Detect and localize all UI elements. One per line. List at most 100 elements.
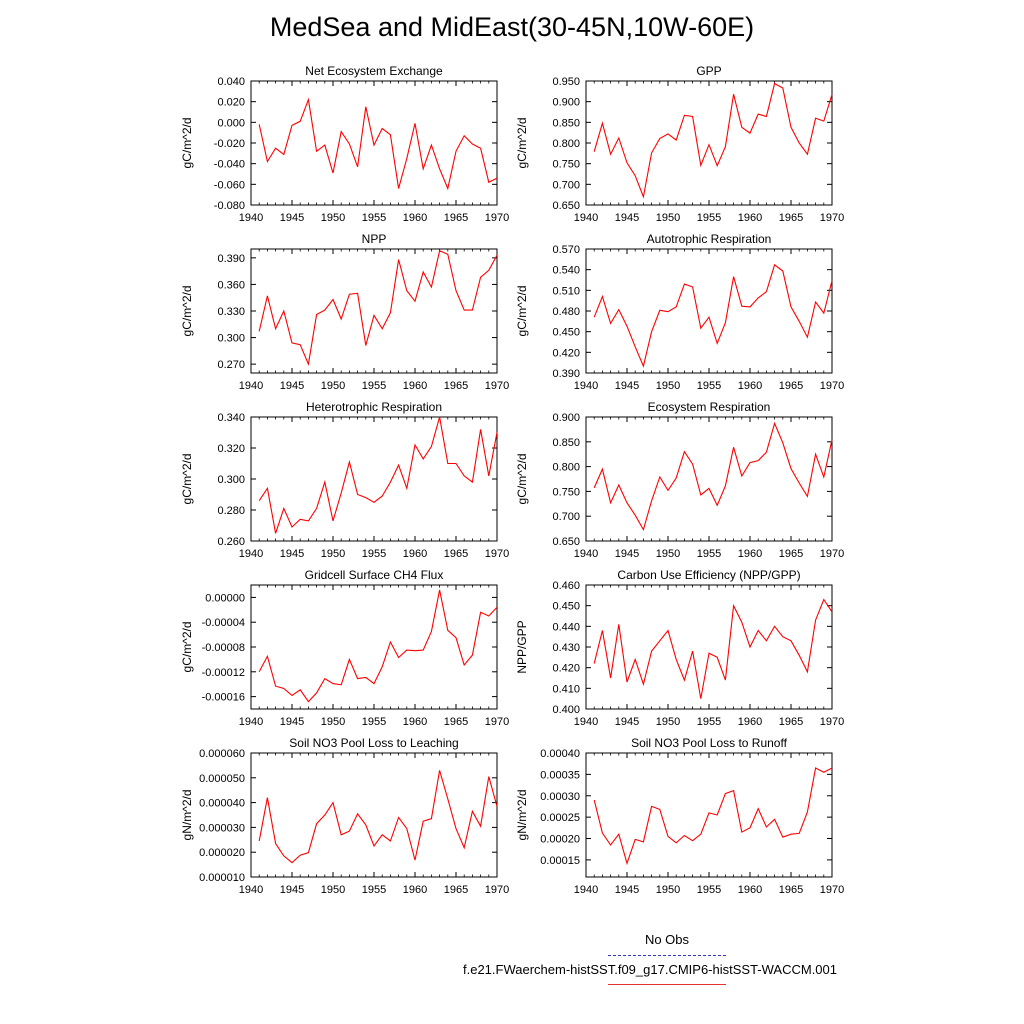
panel-title: Heterotrophic Respiration [306,400,442,414]
series-line [593,767,833,866]
x-tick-label: 1940 [239,212,263,224]
x-tick-label: 1955 [697,212,721,224]
y-tick-label: -0.080 [214,200,245,212]
y-axis-label: gC/m^2/d [180,286,194,337]
y-axis-label: gC/m^2/d [515,454,529,505]
x-tick-label: 1960 [738,884,762,896]
y-tick-label: 0.00040 [540,748,580,760]
x-tick-label: 1940 [574,716,598,728]
y-tick-label: 0.00015 [540,855,580,867]
y-tick-label: 0.410 [552,683,580,695]
y-tick-label: 0.750 [552,486,580,498]
x-tick-label: 1950 [656,380,680,392]
y-tick-label: 0.260 [217,536,245,548]
x-tick-label: 1965 [779,380,803,392]
panel-title: NPP [362,232,387,246]
y-axis-label: NPP/GPP [515,620,529,673]
x-tick-label: 1960 [403,212,427,224]
legend-obs-line [608,955,726,956]
y-tick-label: -0.00016 [202,692,245,704]
x-tick-label: 1965 [444,548,468,560]
series-line [593,598,833,699]
y-tick-label: 0.800 [552,138,580,150]
y-tick-label: 0.570 [552,244,580,256]
plot-frame [250,752,498,878]
y-tick-label: 0.00025 [540,812,580,824]
legend-obs-label: No Obs [644,932,690,947]
plot-frame [585,416,833,542]
panel-title: Soil NO3 Pool Loss to Leaching [289,736,458,750]
x-tick-label: 1960 [738,380,762,392]
y-axis-label: gN/m^2/d [515,790,529,841]
x-tick-label: 1970 [485,380,509,392]
x-tick-label: 1955 [697,716,721,728]
panel-title: Autotrophic Respiration [647,232,772,246]
y-tick-label: 0.280 [217,505,245,517]
x-tick-label: 1945 [615,716,639,728]
y-tick-label: -0.060 [214,179,245,191]
x-tick-label: 1940 [239,716,263,728]
x-tick-label: 1960 [738,212,762,224]
x-tick-label: 1955 [362,884,386,896]
plot-frame [250,248,498,374]
y-tick-label: 0.320 [217,443,245,455]
series-line [258,770,498,864]
y-tick-label: 0.650 [552,536,580,548]
panel-3: NPP gC/m^2/d 1940 1945 1950 1955 1960 1965 1970 0… [180,232,509,392]
x-tick-label: 1960 [738,548,762,560]
x-tick-label: 1940 [239,548,263,560]
x-tick-label: 1945 [280,380,304,392]
y-tick-label: 0.700 [552,179,580,191]
y-tick-label: 0.650 [552,200,580,212]
y-tick-label: 0.510 [552,285,580,297]
y-tick-label: 0.390 [552,368,580,380]
panel-5: Heterotrophic Respiration gC/m^2/d 1940 194… [180,400,509,560]
y-axis-label: gC/m^2/d [180,454,194,505]
y-tick-label: 0.480 [552,306,580,318]
y-tick-label: 0.300 [217,474,245,486]
series-line [258,250,498,367]
y-tick-label: 0.020 [217,97,245,109]
x-tick-label: 1950 [321,884,345,896]
plot-frame [250,416,498,542]
x-tick-label: 1955 [362,212,386,224]
x-tick-label: 1960 [403,380,427,392]
x-tick-label: 1950 [321,212,345,224]
x-tick-label: 1965 [779,548,803,560]
legend-model-label: f.e21.FWaerchem-histSST.f09_g17.CMIP6-hi… [463,962,837,977]
x-tick-label: 1955 [697,548,721,560]
y-tick-label: 0.00020 [540,834,580,846]
y-tick-label: 0.460 [552,580,580,592]
y-tick-label: 0.00000 [205,592,245,604]
panel-title: Ecosystem Respiration [648,400,771,414]
series-line [258,97,498,191]
y-tick-label: 0.000 [217,117,245,129]
series-line [258,589,498,703]
x-tick-label: 1960 [738,716,762,728]
y-tick-label: 0.430 [552,642,580,654]
x-tick-label: 1950 [321,380,345,392]
panel-10: Soil NO3 Pool Loss to Runoff gN/m^2/d 1940… [515,736,844,896]
x-tick-label: 1940 [574,212,598,224]
panel-9: Soil NO3 Pool Loss to Leaching gN/m^2/d 19… [180,736,509,896]
x-tick-label: 1960 [403,716,427,728]
y-axis-label: gC/m^2/d [515,118,529,169]
y-tick-label: 0.00035 [540,769,580,781]
x-tick-label: 1940 [239,884,263,896]
plot-frame [585,248,833,374]
x-tick-label: 1955 [362,548,386,560]
x-tick-label: 1965 [779,884,803,896]
x-tick-label: 1955 [697,380,721,392]
x-tick-label: 1965 [779,716,803,728]
x-tick-label: 1965 [444,716,468,728]
y-tick-label: 0.340 [217,412,245,424]
y-axis-label: gC/m^2/d [180,622,194,673]
plot-frame [585,752,833,878]
x-tick-label: 1955 [362,716,386,728]
series-line [593,82,833,199]
x-tick-label: 1965 [444,380,468,392]
x-tick-label: 1970 [820,884,844,896]
panel-title: Carbon Use Efficiency (NPP/GPP) [617,568,800,582]
x-tick-label: 1945 [615,212,639,224]
y-axis-label: gC/m^2/d [515,286,529,337]
